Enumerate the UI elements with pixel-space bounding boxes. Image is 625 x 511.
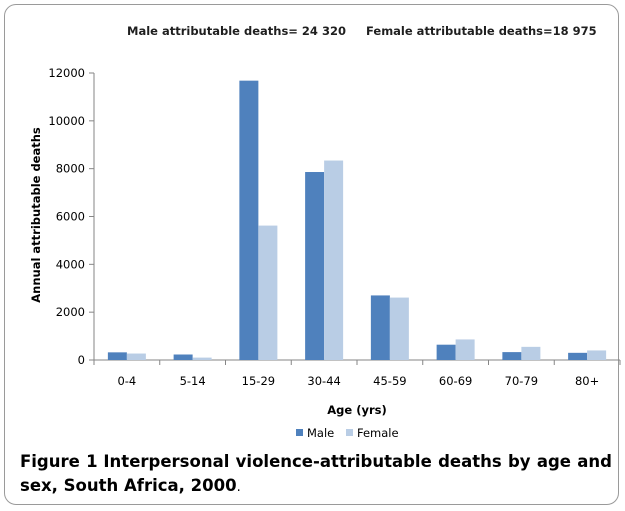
bar-male <box>239 80 259 361</box>
x-tick-label: 70-79 <box>505 374 538 388</box>
bar-chart: Male attributable deaths= 24 320 Female … <box>29 24 621 440</box>
bar-female <box>258 225 278 360</box>
legend-swatch-female <box>346 429 353 436</box>
y-tick-label: 0 <box>78 353 85 367</box>
bar-male <box>568 352 588 360</box>
x-tick-label: 15-29 <box>242 374 275 388</box>
y-axis-title: Annual attributable deaths <box>29 127 43 303</box>
bar-female <box>389 297 409 360</box>
bar-female <box>324 160 344 360</box>
figure-title: Interpersonal violence-attributable deat… <box>20 452 612 495</box>
figure-caption-end: . <box>236 480 241 495</box>
bar-female <box>192 357 212 360</box>
figure-caption: Figure 1 Interpersonal violence-attribut… <box>20 450 612 500</box>
figure-label: Figure 1 <box>20 452 98 471</box>
y-tick-label: 12000 <box>48 66 85 80</box>
bar-male <box>107 352 127 360</box>
y-tick-label: 6000 <box>56 210 85 224</box>
bar-female <box>521 346 541 360</box>
x-tick-label: 45-59 <box>373 374 406 388</box>
x-tick-label: 0-4 <box>117 374 136 388</box>
bar-male <box>173 354 193 360</box>
y-tick-label: 2000 <box>56 305 85 319</box>
male-total-annotation: Male attributable deaths= 24 320 <box>127 24 346 38</box>
x-tick-label: 80+ <box>575 374 599 388</box>
bar-male <box>305 172 325 360</box>
x-tick-label: 30-44 <box>307 374 340 388</box>
legend-label-male: Male <box>307 426 334 440</box>
x-tick-label: 5-14 <box>180 374 206 388</box>
bar-male <box>502 352 522 360</box>
y-tick-label: 8000 <box>56 162 85 176</box>
x-tick-label: 60-69 <box>439 374 472 388</box>
female-total-annotation: Female attributable deaths=18 975 <box>366 24 597 38</box>
y-tick-label: 10000 <box>48 114 85 128</box>
bar-female <box>587 350 607 360</box>
legend-swatch-male <box>296 429 303 436</box>
y-axis: 0 2000 4000 6000 8000 10000 12000 <box>48 66 95 367</box>
bar-female <box>455 339 475 360</box>
bar-female <box>126 353 146 360</box>
y-tick-label: 4000 <box>56 257 85 271</box>
legend-label-female: Female <box>357 426 399 440</box>
x-axis-title: Age (yrs) <box>327 403 386 417</box>
bars <box>107 80 607 361</box>
bar-male <box>436 344 456 360</box>
legend: Male Female <box>296 426 399 440</box>
x-axis: 0-4 5-14 15-29 30-44 45-59 60-69 70-79 80+ <box>93 359 621 388</box>
bar-male <box>370 295 390 360</box>
